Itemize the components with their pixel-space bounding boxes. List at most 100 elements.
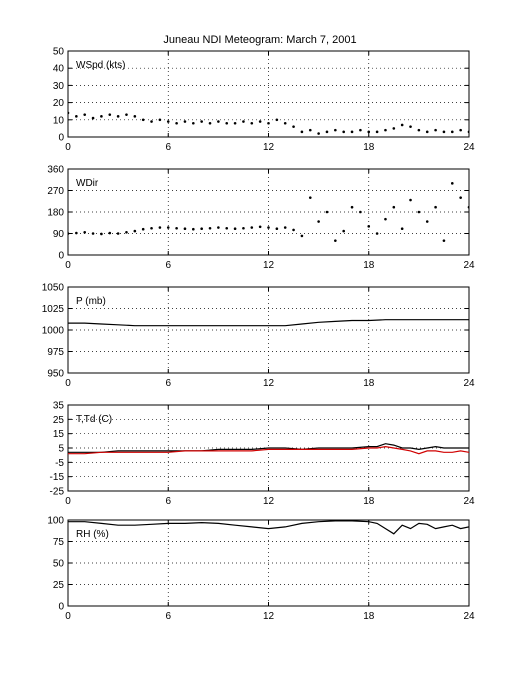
data-point <box>442 130 446 134</box>
y-tick-label: 15 <box>53 429 65 440</box>
data-point <box>367 130 371 134</box>
data-point <box>342 130 345 134</box>
data-point <box>150 226 153 230</box>
x-tick-label: 18 <box>363 611 375 622</box>
y-tick-label: 25 <box>53 415 65 426</box>
data-point <box>133 115 137 118</box>
data-point <box>425 220 429 223</box>
y-tick-label: 0 <box>58 251 64 262</box>
data-point <box>116 232 120 235</box>
data-point <box>141 227 145 231</box>
data-point <box>83 231 87 234</box>
x-tick-label: 24 <box>463 496 475 507</box>
y-tick-label: 975 <box>47 347 64 358</box>
data-point <box>308 196 312 199</box>
y-tick-label: -15 <box>50 472 65 483</box>
data-point <box>459 196 462 199</box>
data-point <box>425 130 429 134</box>
data-point <box>175 121 178 125</box>
data-point <box>283 226 287 229</box>
x-tick-label: 18 <box>363 496 375 507</box>
x-tick-label: 6 <box>165 260 171 271</box>
data-point <box>166 120 170 123</box>
series-1 <box>68 319 469 327</box>
x-tick-label: 0 <box>65 142 71 153</box>
data-point <box>267 121 270 125</box>
series-line <box>68 520 469 535</box>
data-point <box>442 239 446 242</box>
x-tick-label: 0 <box>65 496 71 507</box>
panel-5: 0 6 12 18 24 0 25 50 75 100 RH (%) <box>47 516 475 623</box>
series-line <box>68 443 469 453</box>
y-tick-label: 950 <box>47 369 64 380</box>
data-point <box>350 205 354 209</box>
y-tick-label: 100 <box>47 516 64 527</box>
data-point <box>308 128 312 132</box>
y-tick-label: 0 <box>58 133 64 144</box>
x-tick-label: 6 <box>165 611 171 622</box>
data-point <box>400 227 404 231</box>
data-point <box>75 115 78 118</box>
series-1 <box>68 111 469 135</box>
panel-label: WDir <box>76 178 99 189</box>
series-line <box>68 319 469 327</box>
data-point <box>200 227 203 231</box>
data-point <box>233 227 237 231</box>
panel-1: 0 6 12 18 24 0 10 20 30 40 50 WSpd (kts) <box>53 47 475 154</box>
data-point <box>325 210 329 214</box>
y-tick-label: 35 <box>53 401 65 412</box>
x-tick-label: 24 <box>463 611 475 622</box>
data-point <box>68 111 70 115</box>
data-point <box>292 125 295 128</box>
y-tick-label: 1050 <box>42 283 65 294</box>
data-point <box>400 123 404 127</box>
data-point <box>359 128 362 132</box>
data-point <box>100 232 103 236</box>
x-tick-label: 18 <box>363 142 375 153</box>
y-tick-label: 1000 <box>42 326 65 337</box>
data-point <box>250 121 254 125</box>
data-point <box>125 231 128 234</box>
data-point <box>208 121 212 125</box>
x-tick-label: 6 <box>165 378 171 389</box>
x-tick-label: 18 <box>363 378 375 389</box>
data-point <box>392 205 396 209</box>
data-point <box>417 210 421 214</box>
y-tick-label: 40 <box>53 64 65 75</box>
y-tick-label: -25 <box>50 487 65 498</box>
figure-title: Juneau NDI Meteogram: March 7, 2001 <box>163 34 356 46</box>
data-point <box>200 120 203 123</box>
data-point <box>317 220 320 223</box>
data-point <box>116 115 120 118</box>
data-point <box>242 120 245 123</box>
data-point <box>283 121 287 125</box>
data-point <box>68 232 70 235</box>
data-point <box>384 128 387 132</box>
data-point <box>91 116 95 120</box>
x-tick-label: 24 <box>463 142 475 153</box>
data-point <box>258 120 262 123</box>
data-point <box>125 113 128 116</box>
x-tick-label: 18 <box>363 260 375 271</box>
data-point <box>409 198 412 202</box>
x-tick-label: 24 <box>463 378 475 389</box>
data-point <box>367 225 371 228</box>
data-point <box>317 132 320 135</box>
y-tick-label: 0 <box>58 602 64 613</box>
y-tick-label: 90 <box>53 229 65 240</box>
data-point <box>158 226 162 229</box>
data-point <box>459 128 462 132</box>
data-point <box>375 130 379 134</box>
data-point <box>183 120 187 123</box>
data-point <box>417 128 421 132</box>
data-point <box>392 127 396 130</box>
data-point <box>133 229 137 233</box>
data-point <box>75 231 78 235</box>
x-tick-label: 12 <box>263 260 275 271</box>
data-point <box>359 210 362 214</box>
series-line <box>68 445 469 455</box>
data-point <box>434 205 437 209</box>
data-point <box>166 226 170 229</box>
